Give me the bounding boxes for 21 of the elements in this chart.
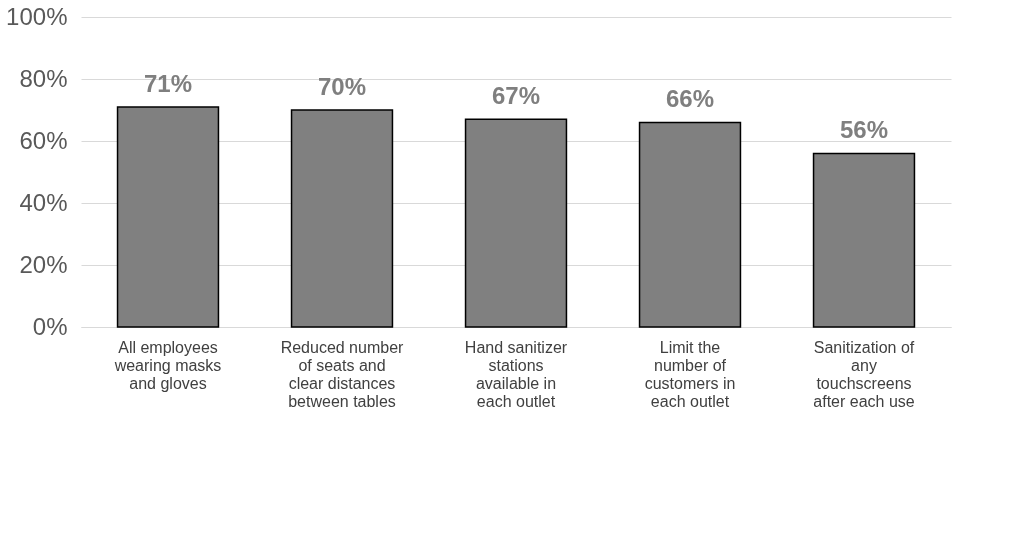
y-tick-label: 20% bbox=[19, 250, 68, 278]
x-tick-label: All employees wearing masks and gloves bbox=[113, 338, 222, 392]
data-label: 66% bbox=[665, 85, 715, 113]
data-label: 71% bbox=[143, 69, 193, 97]
data-label: 70% bbox=[317, 73, 367, 100]
y-tick-label: 40% bbox=[19, 188, 68, 216]
bar bbox=[638, 121, 742, 328]
data-label: 56% bbox=[839, 116, 889, 144]
y-tick-label: 100% bbox=[6, 2, 68, 30]
data-label: 67% bbox=[491, 82, 541, 110]
bar bbox=[812, 152, 916, 328]
bar bbox=[464, 118, 568, 328]
x-tick-label: Hand sanitizer stations available in each outlet bbox=[464, 338, 568, 410]
bar bbox=[290, 109, 394, 328]
y-tick-label: 60% bbox=[19, 126, 68, 154]
bar bbox=[116, 106, 220, 328]
x-tick-label: Sanitization of any touchscreens after each use bbox=[813, 338, 915, 410]
x-tick-label: Reduced number of seats and clear distances between tables bbox=[280, 338, 405, 410]
x-tick-label: Limit the number of customers in each outlet bbox=[644, 338, 736, 410]
y-tick-label: 0% bbox=[32, 312, 68, 340]
y-tick-label: 80% bbox=[19, 64, 68, 92]
